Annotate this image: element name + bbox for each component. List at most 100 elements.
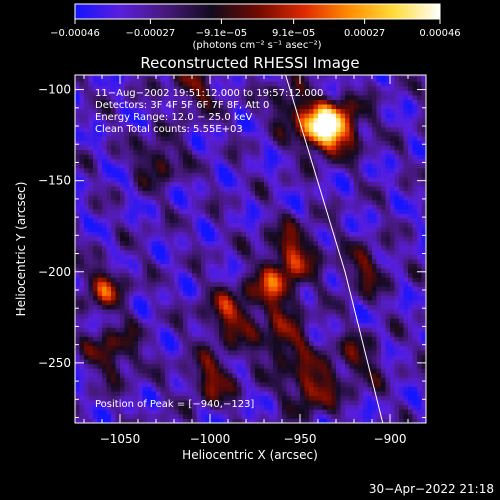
heatmap-cell xyxy=(97,190,103,196)
heatmap-cell xyxy=(106,154,112,160)
heatmap-cell xyxy=(196,386,202,392)
heatmap-cell xyxy=(345,195,350,201)
heatmap-cell xyxy=(79,163,85,169)
heatmap-cell xyxy=(340,295,346,301)
heatmap-cell xyxy=(358,272,364,278)
heatmap-cell xyxy=(223,190,229,196)
heatmap-cell xyxy=(363,354,368,360)
heatmap-cell xyxy=(75,227,80,233)
heatmap-cell xyxy=(250,368,256,374)
heatmap-cell xyxy=(354,76,359,82)
heatmap-cell xyxy=(318,154,323,160)
heatmap-cell xyxy=(79,300,85,305)
heatmap-cell xyxy=(160,331,166,337)
heatmap-cell xyxy=(151,227,157,233)
heatmap-cell xyxy=(111,259,116,264)
heatmap-cell xyxy=(331,218,337,223)
heatmap-cell xyxy=(142,300,148,305)
heatmap-cell xyxy=(169,213,175,219)
heatmap-cell xyxy=(174,75,179,78)
heatmap-cell xyxy=(268,281,274,287)
heatmap-cell xyxy=(300,95,305,100)
heatmap-cell xyxy=(178,354,184,360)
heatmap-cell xyxy=(156,99,161,105)
heatmap-cell xyxy=(183,240,188,246)
heatmap-cell xyxy=(223,208,229,214)
heatmap-cell xyxy=(268,336,274,342)
heatmap-cell xyxy=(84,131,89,137)
heatmap-cell xyxy=(219,382,224,387)
heatmap-cell xyxy=(156,231,161,237)
heatmap-cell xyxy=(223,163,229,169)
heatmap-cell xyxy=(286,240,292,246)
heatmap-cell xyxy=(201,154,206,160)
heatmap-cell xyxy=(309,213,314,219)
heatmap-cell xyxy=(214,181,220,187)
heatmap-cell xyxy=(259,404,265,410)
heatmap-cell xyxy=(187,259,193,264)
heatmap-cell xyxy=(313,108,319,114)
heatmap-cell xyxy=(174,154,179,160)
heatmap-cell xyxy=(336,90,341,96)
heatmap-cell xyxy=(273,363,278,369)
heatmap-cell xyxy=(282,300,287,305)
heatmap-cell xyxy=(250,363,256,369)
heatmap-cell xyxy=(142,304,148,310)
heatmap-cell xyxy=(282,177,287,182)
heatmap-cell xyxy=(133,263,139,269)
heatmap-cell xyxy=(111,327,116,333)
heatmap-cell xyxy=(259,90,265,96)
heatmap-cell xyxy=(120,131,125,137)
heatmap-cell xyxy=(291,309,296,315)
heatmap-cell xyxy=(246,126,251,132)
heatmap-cell xyxy=(228,218,233,223)
heatmap-cell xyxy=(241,350,247,356)
heatmap-cell xyxy=(214,331,220,337)
heatmap-cell xyxy=(313,231,319,237)
heatmap-cell xyxy=(124,172,130,178)
heatmap-cell xyxy=(183,75,188,78)
heatmap-cell xyxy=(201,104,206,110)
heatmap-cell xyxy=(120,208,125,214)
heatmap-cell xyxy=(156,172,161,178)
heatmap-cell xyxy=(210,281,215,287)
heatmap-cell xyxy=(358,377,364,383)
heatmap-cell xyxy=(322,218,328,223)
heatmap-cell xyxy=(358,286,364,292)
heatmap-cell xyxy=(277,108,283,114)
heatmap-cell xyxy=(102,218,107,223)
heatmap-cell xyxy=(111,268,116,274)
heatmap-cell xyxy=(327,181,332,187)
heatmap-cell xyxy=(106,199,112,205)
heatmap-cell xyxy=(93,149,98,155)
heatmap-cell xyxy=(354,181,359,187)
heatmap-cell xyxy=(313,290,319,296)
heatmap-cell xyxy=(151,90,157,96)
heatmap-cell xyxy=(228,186,233,192)
heatmap-cell xyxy=(147,145,152,151)
heatmap-cell xyxy=(331,409,337,415)
heatmap-cell xyxy=(75,382,80,387)
heatmap-cell xyxy=(336,318,341,324)
heatmap-cell xyxy=(160,245,166,251)
heatmap-cell xyxy=(88,227,94,233)
heatmap-cell xyxy=(124,386,130,392)
heatmap-cell xyxy=(318,131,323,137)
heatmap-cell xyxy=(102,404,107,410)
heatmap-cell xyxy=(250,286,256,292)
heatmap-cell xyxy=(241,85,247,91)
heatmap-cell xyxy=(295,382,301,387)
heatmap-cell xyxy=(205,272,211,278)
heatmap-cell xyxy=(354,404,359,410)
heatmap-cell xyxy=(178,181,184,187)
heatmap-cell xyxy=(106,227,112,233)
heatmap-cell xyxy=(354,277,359,283)
heatmap-cell xyxy=(156,350,161,356)
heatmap-cell xyxy=(111,336,116,342)
heatmap-cell xyxy=(232,350,238,356)
heatmap-cell xyxy=(210,108,215,114)
heatmap-cell xyxy=(291,249,296,255)
heatmap-cell xyxy=(327,236,332,242)
heatmap-cell xyxy=(264,199,269,205)
heatmap-cell xyxy=(219,99,224,105)
